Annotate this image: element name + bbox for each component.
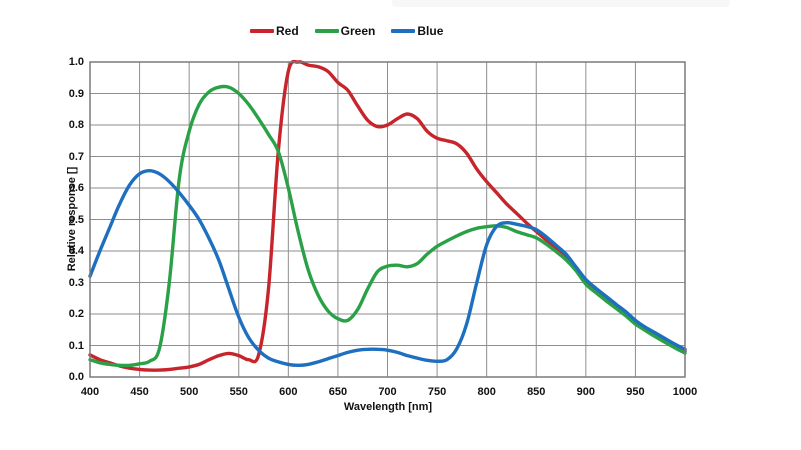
y-tick-label: 0.1 (68, 339, 84, 352)
x-tick-label: 450 (130, 386, 149, 398)
blue-line-swatch (391, 29, 416, 33)
x-tick-label: 900 (576, 386, 595, 398)
x-tick-label: 500 (179, 386, 199, 398)
x-tick-label: 700 (378, 386, 397, 398)
x-tick-label: 750 (427, 386, 447, 398)
y-tick-label: 1.0 (68, 56, 84, 68)
chart-legend: Red Green Blue (250, 24, 443, 38)
x-tick-label: 600 (279, 386, 298, 398)
y-tick-label: 0.6 (68, 182, 84, 194)
legend-item-green: Green (314, 24, 376, 38)
x-axis-title: Wavelength [nm] (343, 401, 433, 413)
x-tick-label: 550 (229, 386, 248, 398)
legend-item-red: Red (250, 24, 299, 38)
plot-border (89, 61, 686, 378)
green-series-curve (88, 84, 687, 368)
y-tick-label: 0.7 (68, 150, 84, 163)
y-tick-label: 0.0 (68, 371, 84, 383)
y-tick-label: 0.2 (68, 308, 84, 320)
x-tick-label: 1000 (672, 386, 698, 398)
top-strip-decoration (392, 0, 730, 7)
legend-label-red: Red (276, 24, 299, 38)
legend-item-blue: Blue (391, 24, 443, 38)
legend-label-blue: Blue (417, 24, 444, 38)
y-tick-label: 0.8 (68, 119, 84, 131)
y-tick-label: 0.3 (68, 276, 84, 289)
x-tick-label: 800 (477, 386, 496, 398)
x-tick-label: 850 (527, 386, 546, 398)
x-tick-label: 650 (328, 386, 348, 398)
green-line-swatch (314, 29, 339, 33)
legend-label-green: Green (340, 24, 376, 38)
y-tick-label: 0.4 (68, 245, 84, 257)
y-tick-label: 0.5 (68, 213, 84, 226)
x-tick-label: 400 (80, 386, 100, 398)
blue-series-curve (88, 169, 687, 367)
red-line-swatch (250, 29, 274, 33)
x-tick-label: 950 (626, 386, 645, 398)
y-tick-label: 0.9 (68, 87, 84, 100)
